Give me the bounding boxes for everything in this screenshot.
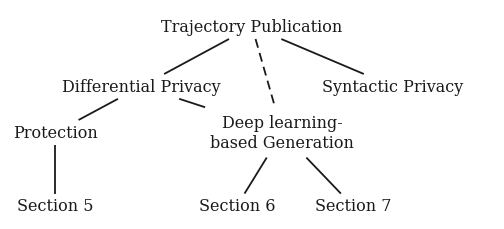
Text: Section 7: Section 7 (314, 198, 391, 215)
Text: Differential Privacy: Differential Privacy (62, 79, 220, 95)
Text: Section 5: Section 5 (17, 198, 94, 215)
Text: Deep learning-
based Generation: Deep learning- based Generation (210, 114, 354, 151)
Text: Trajectory Publication: Trajectory Publication (161, 19, 343, 36)
Text: Protection: Protection (13, 124, 98, 141)
Text: Syntactic Privacy: Syntactic Privacy (323, 79, 464, 95)
Text: Section 6: Section 6 (199, 198, 275, 215)
